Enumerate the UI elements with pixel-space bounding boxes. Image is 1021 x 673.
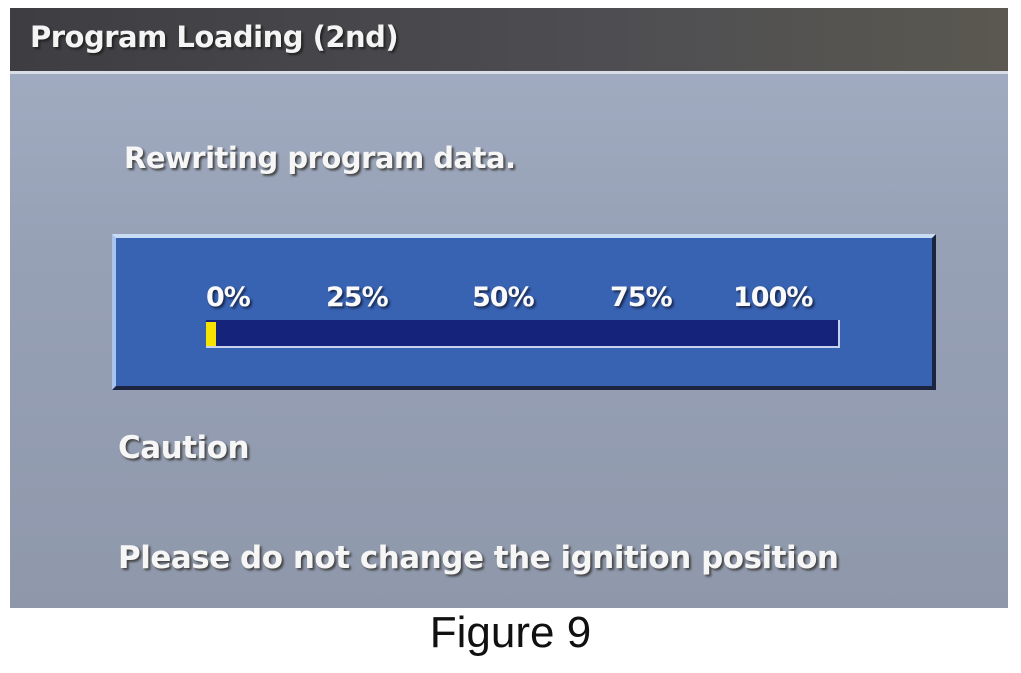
screen: Program Loading (2nd) Rewriting program …	[10, 8, 1008, 608]
page-title: Program Loading (2nd)	[30, 20, 399, 54]
progress-label-0: 0%	[206, 282, 251, 313]
progress-label-75: 75%	[610, 282, 673, 313]
figure-caption: Figure 9	[429, 608, 592, 657]
title-bar: Program Loading (2nd)	[10, 8, 1008, 74]
progress-label-50: 50%	[472, 282, 535, 313]
progress-bar-fill	[206, 322, 216, 346]
progress-label-100: 100%	[733, 282, 813, 313]
caution-message: Please do not change the ignition positi…	[118, 540, 839, 576]
progress-bar	[206, 320, 840, 348]
progress-label-25: 25%	[326, 282, 389, 313]
progress-panel: 0% 25% 50% 75% 100%	[112, 234, 936, 390]
caution-heading: Caution	[118, 430, 250, 466]
status-message: Rewriting program data.	[124, 141, 516, 175]
